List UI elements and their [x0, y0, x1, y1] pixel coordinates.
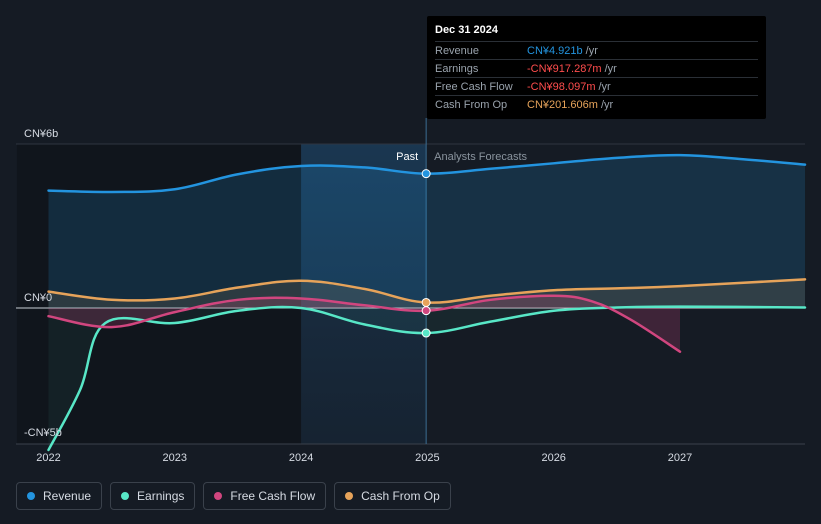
free-cash-flow-area [48, 295, 680, 352]
revenue-dot-icon [27, 492, 35, 500]
y-tick-label: CN¥6b [24, 128, 58, 140]
free-cash-flow-line [47, 294, 682, 353]
tooltip-date: Dec 31 2024 [435, 24, 498, 36]
legend-label: Free Cash Flow [230, 489, 316, 503]
past-label: Past [396, 151, 418, 163]
legend-label: Cash From Op [361, 489, 440, 503]
earnings-marker [421, 328, 431, 338]
tooltip-row-earnings: Earnings -CN¥917.287m /yr [435, 59, 758, 77]
free-cash-flow-marker [421, 306, 431, 316]
tooltip-label: Free Cash Flow [435, 80, 513, 93]
forecast-label: Analysts Forecasts [434, 151, 527, 163]
tooltip-value: -CN¥917.287m [527, 62, 602, 75]
legend-item-revenue[interactable]: Revenue [16, 482, 103, 510]
tooltip-unit: /yr [598, 80, 611, 93]
earnings-dot-icon [121, 492, 130, 500]
tooltip-row-revenue: Revenue CN¥4.921b /yr [435, 41, 758, 59]
y-tick-label: -CN¥5b [24, 427, 62, 439]
legend: Revenue Earnings Free Cash Flow Cash Fro… [16, 482, 451, 510]
x-tick-label: 2022 [36, 452, 60, 464]
cash-from-op-line [47, 278, 807, 304]
x-tick-label: 2026 [541, 452, 565, 464]
legend-label: Earnings [137, 489, 185, 503]
tooltip-label: Revenue [435, 44, 480, 57]
legend-item-earnings[interactable]: Earnings [110, 482, 196, 510]
tooltip: Dec 31 2024 Revenue CN¥4.921b /yr Earnin… [427, 16, 766, 119]
x-tick-label: 2023 [163, 452, 187, 464]
tooltip-value: CN¥201.606m [527, 98, 598, 111]
legend-item-free-cash-flow[interactable]: Free Cash Flow [203, 482, 327, 510]
cash-from-op-dot-icon [345, 492, 354, 500]
legend-label: Revenue [43, 489, 92, 503]
free-cash-flow-dot-icon [214, 492, 223, 500]
tooltip-row-cash-from-op: Cash From Op CN¥201.606m /yr [435, 95, 758, 113]
earnings-line [47, 305, 807, 452]
x-tick-label: 2024 [289, 452, 313, 464]
tooltip-label: Cash From Op [435, 98, 508, 111]
legend-item-cash-from-op[interactable]: Cash From Op [334, 482, 451, 510]
tooltip-unit: /yr [585, 44, 598, 57]
highlight-year-band [301, 144, 427, 444]
tooltip-value: CN¥4.921b [527, 44, 583, 57]
tooltip-row-free-cash-flow: Free Cash Flow -CN¥98.097m /yr [435, 77, 758, 95]
chart: CN¥6b CN¥0 -CN¥5b 2022 2023 2024 2025 2026 2027 P… [16, 118, 807, 464]
x-tick-label: 2025 [415, 452, 439, 464]
tooltip-label: Earnings [435, 62, 479, 75]
tooltip-value: -CN¥98.097m [527, 80, 596, 93]
tooltip-unit: /yr [600, 98, 614, 111]
cash-from-op-marker [421, 297, 431, 307]
x-tick-label: 2027 [668, 452, 692, 464]
revenue-area [48, 155, 806, 308]
revenue-marker [421, 169, 431, 179]
y-tick-label: CN¥0 [24, 292, 52, 304]
tooltip-unit: /yr [604, 62, 617, 75]
